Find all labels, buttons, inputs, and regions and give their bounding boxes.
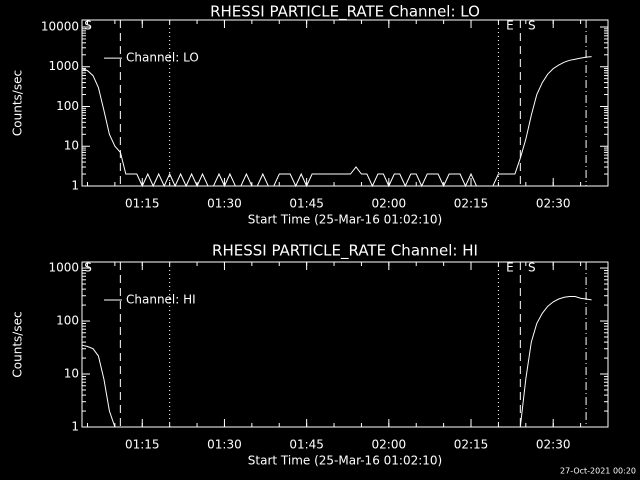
data-line xyxy=(519,296,592,428)
x-tick-label: 02:30 xyxy=(536,438,571,452)
x-tick-label: 01:15 xyxy=(125,197,160,211)
x-tick-label: 02:00 xyxy=(372,197,407,211)
plot-frame xyxy=(81,19,609,187)
x-tick-label: 02:15 xyxy=(454,438,489,452)
y-tick-label: 100 xyxy=(56,99,79,113)
event-marker: S xyxy=(84,19,92,33)
chart-title: RHESSI PARTICLE_RATE Channel: HI xyxy=(212,242,478,261)
x-tick-label: 02:00 xyxy=(372,438,407,452)
y-tick-label: 1000 xyxy=(48,261,79,275)
y-axis-label: Counts/sec xyxy=(11,70,25,136)
footer: 27-Oct-2021 00:20 xyxy=(560,467,636,476)
data-line xyxy=(81,56,592,188)
event-marker: S xyxy=(528,19,536,33)
y-tick-label: 10 xyxy=(64,139,79,153)
x-tick-label: 01:45 xyxy=(289,438,324,452)
x-tick-label: 01:45 xyxy=(289,197,324,211)
y-axis-label: Counts/sec xyxy=(11,311,25,377)
x-axis-label: Start Time (25-Mar-16 01:02:10) xyxy=(248,454,442,468)
y-tick-label: 10 xyxy=(64,367,79,381)
data-line xyxy=(81,344,116,428)
event-marker: S xyxy=(528,261,536,275)
y-tick-label: 1 xyxy=(71,420,79,434)
x-tick-label: 01:30 xyxy=(207,197,242,211)
y-tick-label: 1000 xyxy=(48,59,79,73)
plot-frame xyxy=(81,261,609,428)
x-axis-label: Start Time (25-Mar-16 01:02:10) xyxy=(248,213,442,227)
x-tick-label: 02:15 xyxy=(454,197,489,211)
legend-label: Channel: HI xyxy=(126,292,196,306)
y-tick-label: 1 xyxy=(71,179,79,193)
x-tick-label: 02:30 xyxy=(536,197,571,211)
chart-title: RHESSI PARTICLE_RATE Channel: LO xyxy=(210,3,480,22)
event-marker: E xyxy=(506,19,514,33)
x-tick-label: 01:15 xyxy=(125,438,160,452)
event-marker: S xyxy=(84,261,92,275)
event-marker: E xyxy=(506,261,514,275)
y-tick-label: 100 xyxy=(56,314,79,328)
y-tick-label: 10000 xyxy=(41,19,79,33)
x-tick-label: 01:30 xyxy=(207,438,242,452)
legend-label: Channel: LO xyxy=(126,51,199,65)
